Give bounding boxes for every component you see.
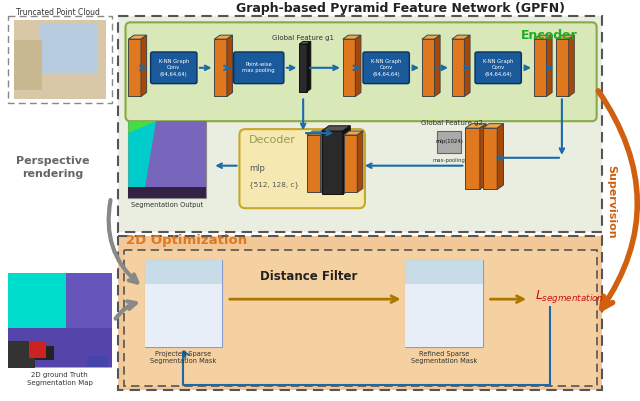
Bar xyxy=(437,131,461,153)
Polygon shape xyxy=(435,35,440,97)
Polygon shape xyxy=(300,41,311,44)
Text: Truncated Point Cloud: Truncated Point Cloud xyxy=(16,8,100,18)
Polygon shape xyxy=(355,35,361,97)
Polygon shape xyxy=(497,124,504,189)
FancyBboxPatch shape xyxy=(125,22,596,121)
Text: {512, 128, c}: {512, 128, c} xyxy=(249,181,300,188)
Polygon shape xyxy=(214,35,232,39)
Bar xyxy=(452,39,465,97)
Text: Decoder: Decoder xyxy=(249,135,296,145)
Bar xyxy=(406,259,483,346)
Bar xyxy=(66,273,112,328)
Bar xyxy=(214,39,227,97)
Polygon shape xyxy=(534,35,552,39)
Text: Graph-based Pyramid Feature Network (GPFN): Graph-based Pyramid Feature Network (GPF… xyxy=(236,2,564,15)
Polygon shape xyxy=(343,126,350,194)
Bar xyxy=(307,135,321,192)
Bar xyxy=(145,259,222,284)
Text: Encoder: Encoder xyxy=(520,29,577,42)
Polygon shape xyxy=(465,35,470,97)
Polygon shape xyxy=(129,121,166,198)
Polygon shape xyxy=(129,35,147,39)
Bar xyxy=(8,328,112,367)
Text: mlp: mlp xyxy=(249,164,265,173)
Bar xyxy=(321,131,343,194)
Text: Projected Sparse
Segmentation Mask: Projected Sparse Segmentation Mask xyxy=(150,350,216,364)
Bar xyxy=(556,39,569,97)
FancyBboxPatch shape xyxy=(363,52,410,84)
FancyBboxPatch shape xyxy=(475,52,522,84)
Bar xyxy=(344,135,357,192)
Bar xyxy=(8,273,66,328)
Text: $L_{segmentation}$: $L_{segmentation}$ xyxy=(535,288,604,305)
Bar xyxy=(38,24,97,74)
Text: Distance Filter: Distance Filter xyxy=(260,270,358,283)
Polygon shape xyxy=(307,131,326,135)
FancyBboxPatch shape xyxy=(150,52,197,84)
Bar xyxy=(124,250,596,386)
Bar xyxy=(87,356,108,367)
Bar xyxy=(534,39,547,97)
Polygon shape xyxy=(344,131,363,135)
Polygon shape xyxy=(307,41,311,91)
Polygon shape xyxy=(465,124,486,128)
Bar xyxy=(8,273,112,369)
Polygon shape xyxy=(129,187,205,198)
Bar xyxy=(129,39,141,97)
Text: Supervision: Supervision xyxy=(606,166,616,239)
Bar xyxy=(145,284,222,346)
Bar xyxy=(300,44,307,91)
Polygon shape xyxy=(129,121,156,145)
Bar xyxy=(29,341,46,358)
Bar xyxy=(343,39,355,97)
Text: K-NN Graph
Conv
(64,64,64): K-NN Graph Conv (64,64,64) xyxy=(159,59,189,77)
Polygon shape xyxy=(452,35,470,39)
Text: Global Feature g2: Global Feature g2 xyxy=(421,120,483,126)
Text: max-pooling: max-pooling xyxy=(433,158,465,163)
Polygon shape xyxy=(422,35,440,39)
Bar xyxy=(35,346,54,360)
Bar xyxy=(465,128,480,189)
Bar xyxy=(13,20,106,99)
Text: Refined Sparse
Segmentation Mask: Refined Sparse Segmentation Mask xyxy=(411,350,477,364)
Bar xyxy=(422,39,435,97)
Text: Segmentation Output: Segmentation Output xyxy=(131,202,203,208)
Bar xyxy=(406,284,483,346)
Text: K-NN Graph
Conv
(64,64,64): K-NN Graph Conv (64,64,64) xyxy=(483,59,513,77)
Polygon shape xyxy=(547,35,552,97)
FancyBboxPatch shape xyxy=(234,52,284,84)
Bar xyxy=(483,128,497,189)
Bar xyxy=(13,40,42,89)
Bar xyxy=(406,259,483,284)
Text: Global Feature g1: Global Feature g1 xyxy=(272,35,334,41)
FancyBboxPatch shape xyxy=(239,129,365,208)
Polygon shape xyxy=(357,131,363,192)
Text: Point-wise
max pooling: Point-wise max pooling xyxy=(243,62,275,73)
Bar xyxy=(118,16,602,232)
Polygon shape xyxy=(480,124,486,189)
Text: 2D ground Truth
Segmentation Map: 2D ground Truth Segmentation Map xyxy=(27,372,93,386)
Polygon shape xyxy=(145,121,205,187)
Polygon shape xyxy=(343,35,361,39)
Bar xyxy=(8,16,112,103)
Text: 2D Optimization: 2D Optimization xyxy=(125,234,246,247)
Polygon shape xyxy=(141,35,147,97)
Bar xyxy=(129,121,205,198)
Polygon shape xyxy=(556,35,574,39)
Polygon shape xyxy=(227,35,232,97)
Polygon shape xyxy=(321,126,350,131)
Polygon shape xyxy=(321,131,326,192)
Bar xyxy=(8,341,35,369)
Bar xyxy=(145,259,222,346)
Text: K-NN Graph
Conv
(64,64,64): K-NN Graph Conv (64,64,64) xyxy=(371,59,401,77)
Text: mlp(1024): mlp(1024) xyxy=(435,140,463,144)
Polygon shape xyxy=(569,35,574,97)
Polygon shape xyxy=(483,124,504,128)
Text: Perspective
rendering: Perspective rendering xyxy=(17,156,90,179)
Bar xyxy=(118,236,602,390)
